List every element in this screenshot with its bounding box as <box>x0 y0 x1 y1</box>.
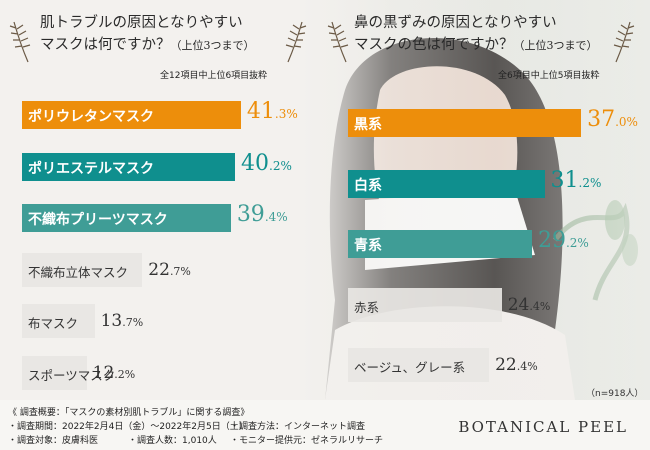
left-title-line2: マスクは何ですか？（上位3つまで） <box>40 36 255 55</box>
leaf-ornament-icon <box>285 21 307 63</box>
left-bar-value-6: 12.2% <box>92 362 136 383</box>
left-bar-1 <box>22 101 241 129</box>
left-bar-6 <box>22 355 87 390</box>
left-bar-value-5: 13.7% <box>100 311 144 331</box>
right-bar-1 <box>348 109 582 137</box>
sample-size: （n=918人） <box>586 389 644 399</box>
left-title-small: （上位3つまで） <box>170 39 255 52</box>
right-bar-5 <box>348 348 490 382</box>
right-title-line1: 鼻の黒ずみの原因となりやすい <box>354 15 557 31</box>
left-bar-value-1: 41.3% <box>246 99 298 124</box>
leaf-ornament-icon <box>613 21 635 63</box>
right-bar-label-5: ベージュ、グレー系 <box>354 360 466 375</box>
background-photo <box>305 0 650 400</box>
left-title-main: マスクは何ですか？ <box>40 37 171 53</box>
right-title-line2: マスクの色は何ですか？（上位3つまで） <box>354 36 598 55</box>
right-bar-4 <box>348 287 502 322</box>
right-bar-3 <box>348 230 532 258</box>
right-note: 全6項目中上位5項目抜粋 <box>498 71 600 81</box>
left-bar-label-5: 布マスク <box>28 316 79 331</box>
right-bar-value-3: 29.2% <box>537 228 589 253</box>
left-bar-4 <box>22 252 143 287</box>
leaf-ornament-icon <box>9 21 31 63</box>
left-bar-value-2: 40.2% <box>241 150 292 176</box>
right-title-main: マスクの色は何ですか？ <box>354 37 514 53</box>
survey-target: ・調査対象：皮膚科医 <box>8 436 99 446</box>
right-bar-value-4: 24.4% <box>507 294 551 315</box>
right-bar-label-3: 青系 <box>354 238 382 254</box>
survey-heading: 《 調査概要：「マスクの素材別肌トラブル」に関する調査》 <box>8 408 250 418</box>
survey-footer: 《 調査概要：「マスクの素材別肌トラブル」に関する調査》 ・調査期間：2022年… <box>0 400 650 450</box>
left-bar-5 <box>22 304 95 338</box>
survey-count: ・調査人数：1,010人 <box>128 436 217 446</box>
brand-logo: BOTANICAL PEEL <box>458 418 628 436</box>
right-bar-value-2: 31.2% <box>550 167 602 193</box>
left-bar-value-4: 22.7% <box>148 259 191 280</box>
left-bar-label-2: ポリエステルマスク <box>28 160 154 177</box>
right-title-small: （上位3つまで） <box>513 39 598 52</box>
right-bar-value-1: 37.0% <box>587 107 638 132</box>
left-bar-label-4: 不織布立体マスク <box>28 264 129 280</box>
left-note: 全12項目中上位6項目抜粋 <box>160 71 268 81</box>
left-bar-value-3: 39.4% <box>236 202 288 227</box>
survey-method: ・調査方法：インターネット調査 <box>230 422 366 432</box>
survey-monitor: ・モニター提供元：ゼネラルリサーチ <box>230 436 384 446</box>
left-title-line1: 肌トラブルの原因となりやすい <box>40 15 243 31</box>
leaf-ornament-icon <box>327 21 349 63</box>
left-bar-2 <box>22 152 236 181</box>
left-bar-label-1: ポリウレタンマスク <box>28 109 154 125</box>
left-bar-label-6: スポーツマスク <box>28 367 116 383</box>
right-bar-label-2: 白系 <box>354 177 382 194</box>
right-bar-label-1: 黒系 <box>354 117 382 133</box>
survey-period: ・調査期間：2022年2月4日（金）〜2022年2月5日（土） <box>8 422 248 432</box>
right-bar-2 <box>348 169 545 198</box>
left-bar-label-3: 不織布プリーツマスク <box>28 212 168 228</box>
right-bar-value-5: 22.4% <box>495 355 538 375</box>
left-bar-3 <box>22 204 231 232</box>
right-bar-label-4: 赤系 <box>354 299 380 315</box>
